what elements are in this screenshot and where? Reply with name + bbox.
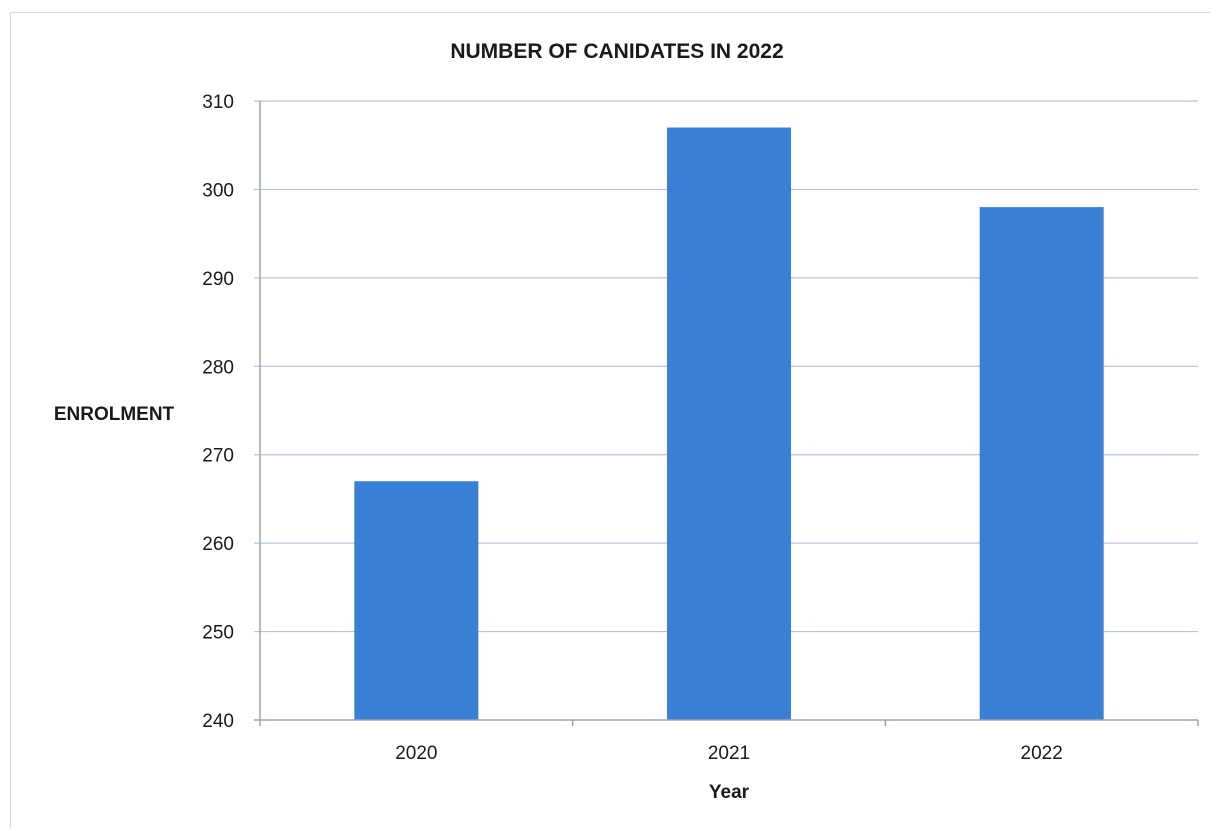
y-axis-title: ENROLMENT <box>54 404 175 425</box>
chart-title: NUMBER OF CANIDATES IN 2022 <box>450 40 783 63</box>
y-tick-label: 270 <box>202 446 234 467</box>
axes <box>254 101 1199 726</box>
y-tick-label: 280 <box>202 357 234 378</box>
x-tick-label: 2021 <box>708 743 750 764</box>
x-tick-labels: 2020 2021 2022 <box>395 743 1063 764</box>
bar-2022 <box>979 207 1104 721</box>
bar-2021 <box>667 127 791 721</box>
y-tick-label: 310 <box>202 92 234 113</box>
x-tick-label: 2022 <box>1021 743 1063 764</box>
x-axis-title: Year <box>709 782 750 803</box>
y-tick-label: 290 <box>202 269 234 290</box>
chart-frame <box>10 12 1210 828</box>
y-tick-label: 260 <box>202 534 234 555</box>
y-tick-label: 250 <box>202 623 234 644</box>
bar-2020 <box>354 481 479 720</box>
y-tick-label: 240 <box>202 711 234 732</box>
y-tick-labels: 240 250 260 270 280 290 300 310 <box>202 92 234 732</box>
x-tick-label: 2020 <box>395 743 437 764</box>
bars <box>354 127 1104 721</box>
y-tick-label: 300 <box>202 180 234 201</box>
